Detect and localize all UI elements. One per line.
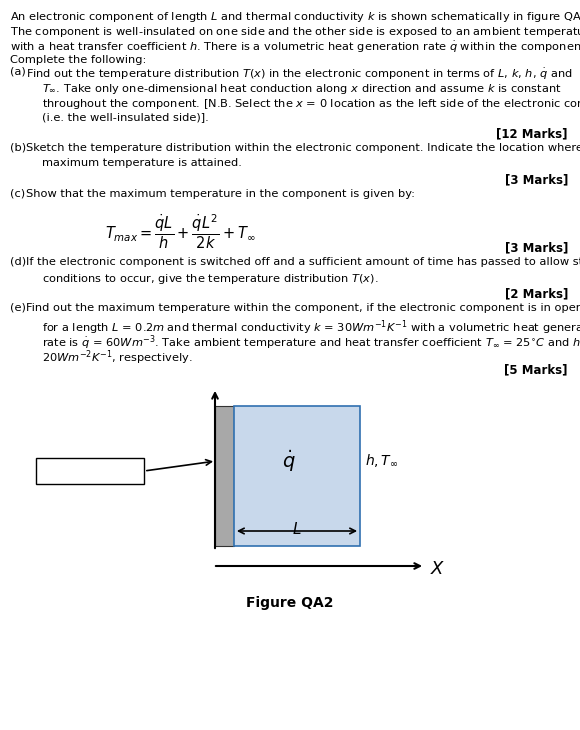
Text: 20$Wm^{-2}K^{-1}$, respectively.: 20$Wm^{-2}K^{-1}$, respectively. — [42, 348, 193, 366]
Text: [12 Marks]: [12 Marks] — [496, 127, 568, 140]
Text: $\it{T}_{\infty}$. Take only one-dimensional heat conduction along $\it{x}$ dire: $\it{T}_{\infty}$. Take only one-dimensi… — [42, 82, 561, 96]
Text: $\it{X}$: $\it{X}$ — [430, 560, 445, 578]
Text: (c): (c) — [10, 189, 25, 199]
Text: maximum temperature is attained.: maximum temperature is attained. — [42, 158, 242, 168]
Bar — [234, 406, 360, 546]
Text: rate is $\dot{\it{q}}$ = 60$Wm^{-3}$. Take ambient temperature and heat transfer: rate is $\dot{\it{q}}$ = 60$Wm^{-3}$. Ta… — [42, 333, 580, 352]
Text: (a): (a) — [10, 67, 26, 77]
FancyBboxPatch shape — [36, 458, 144, 484]
Text: Find out the temperature distribution $\it{T}(\it{x})$ in the electronic compone: Find out the temperature distribution $\… — [26, 67, 572, 82]
Text: Complete the following:: Complete the following: — [10, 55, 146, 65]
Text: [2 Marks]: [2 Marks] — [505, 287, 568, 300]
Text: conditions to occur, give the temperature distribution $\it{T}(\it{x})$.: conditions to occur, give the temperatur… — [42, 272, 379, 286]
Text: for a length $\it{L}$ = 0.2$\it{m}$ and thermal conductivity $\it{k}$ = 30$Wm^{-: for a length $\it{L}$ = 0.2$\it{m}$ and … — [42, 318, 580, 337]
Text: Well-Insulated: Well-Insulated — [46, 464, 135, 477]
Text: Sketch the temperature distribution within the electronic component. Indicate th: Sketch the temperature distribution with… — [26, 143, 580, 153]
Text: $L$: $L$ — [292, 521, 302, 537]
Text: $\it{T}_{max} = \dfrac{\dot{q}L}{h} + \dfrac{\dot{q}L^2}{2k} + \it{T}_{\infty}$: $\it{T}_{max} = \dfrac{\dot{q}L}{h} + \d… — [105, 213, 256, 251]
Text: throughout the component. [N.B. Select the $\it{x}$ = 0 location as the left sid: throughout the component. [N.B. Select t… — [42, 97, 580, 111]
Text: (i.e. the well-insulated side)].: (i.e. the well-insulated side)]. — [42, 112, 209, 122]
Text: $h, T_{\infty}$: $h, T_{\infty}$ — [365, 453, 398, 469]
Text: The component is well-insulated on one side and the other side is exposed to an : The component is well-insulated on one s… — [10, 25, 580, 39]
Text: [3 Marks]: [3 Marks] — [505, 241, 568, 254]
Text: [5 Marks]: [5 Marks] — [505, 363, 568, 376]
Text: If the electronic component is switched off and a sufficient amount of time has : If the electronic component is switched … — [26, 257, 580, 267]
Text: $\dot{q}$: $\dot{q}$ — [282, 448, 296, 474]
Text: with a heat transfer coefficient $\it{h}$. There is a volumetric heat generation: with a heat transfer coefficient $\it{h}… — [10, 40, 580, 55]
Text: Find out the maximum temperature within the component, if the electronic compone: Find out the maximum temperature within … — [26, 303, 580, 313]
Text: An electronic component of length $\it{L}$ and thermal conductivity $\it{k}$ is : An electronic component of length $\it{L… — [10, 10, 580, 24]
Text: (d): (d) — [10, 257, 26, 267]
Text: Figure QA2: Figure QA2 — [246, 596, 334, 610]
Text: (e): (e) — [10, 303, 26, 313]
Text: Show that the maximum temperature in the component is given by:: Show that the maximum temperature in the… — [26, 189, 415, 199]
Bar — [215, 406, 234, 546]
Text: [3 Marks]: [3 Marks] — [505, 173, 568, 186]
Text: (b): (b) — [10, 143, 26, 153]
